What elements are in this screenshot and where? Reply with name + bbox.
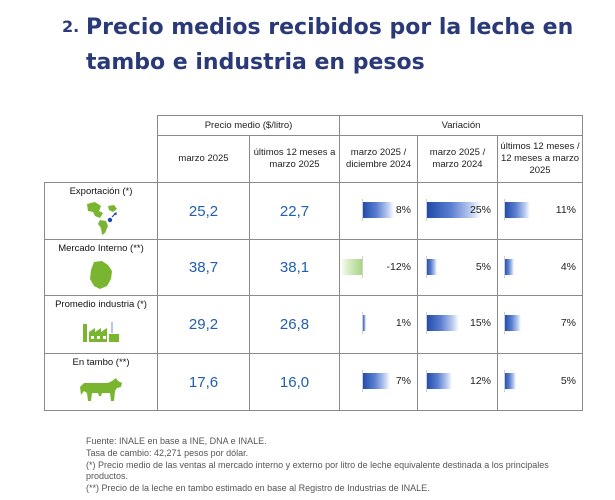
variation-value: 12% <box>470 375 492 387</box>
bar-zero-line <box>426 370 428 392</box>
header-precio-medio: Precio medio ($/litro) <box>156 115 341 136</box>
subheader-blank <box>45 136 158 183</box>
bar-zero-line <box>504 256 506 278</box>
value-ultimos-12: 26,8 <box>248 295 341 354</box>
value-ultimos-12: 38,1 <box>248 239 341 296</box>
var-cell-marzo: 12% <box>417 353 499 411</box>
variation-value: 8% <box>395 204 412 216</box>
variation-value: 4% <box>560 261 577 273</box>
variation-bar <box>340 259 362 275</box>
subheader-var-12-meses: últimos 12 meses / 12 meses a marzo 2025 <box>497 135 584 183</box>
variation-bar <box>362 315 367 331</box>
row-label-cell: Mercado Interno (**) <box>44 239 158 296</box>
variation-value: 5% <box>560 375 577 387</box>
variation-bar <box>504 315 521 331</box>
bar-zero-line <box>362 370 364 392</box>
var-cell-diciembre: 8% <box>339 182 419 240</box>
subheader-ultimos-12: últimos 12 meses a marzo 2025 <box>248 135 341 183</box>
bar-zero-line <box>426 199 428 221</box>
row-label-cell: Promedio industria (*) <box>44 295 158 354</box>
value-marzo-2025: 17,6 <box>157 353 250 411</box>
variation-value: 11% <box>555 204 577 216</box>
variation-value: 7% <box>395 375 412 387</box>
price-table: Precio medio ($/litro) Variación marzo 2… <box>44 115 584 411</box>
variation-bar <box>504 202 531 218</box>
bar-zero-line <box>426 312 428 334</box>
footnotes: Fuente: INALE en base a INE, DNA e INALE… <box>86 436 556 495</box>
row-label: Exportación (*) <box>69 186 133 197</box>
variation-value: 7% <box>560 317 577 329</box>
var-cell-marzo: 5% <box>417 239 499 296</box>
header-blank <box>45 116 158 136</box>
var-cell-diciembre: 7% <box>339 353 419 411</box>
var-cell-marzo: 25% <box>417 182 499 240</box>
var-cell-12-meses: 4% <box>497 239 584 296</box>
row-label-cell: Exportación (*) <box>44 182 158 240</box>
bar-zero-line <box>504 199 506 221</box>
bar-zero-line <box>504 370 506 392</box>
bar-zero-line <box>362 312 364 334</box>
bar-zero-line <box>504 312 506 334</box>
value-marzo-2025: 29,2 <box>157 295 250 354</box>
variation-bar <box>426 315 460 331</box>
variation-bar <box>426 373 453 389</box>
table-row: Exportación (*) 25,2 22,7 8% 25% 11% <box>44 182 584 240</box>
factory-icon <box>83 322 119 342</box>
row-label: En tambo (**) <box>72 357 130 368</box>
var-cell-12-meses: 5% <box>497 353 584 411</box>
subheader-var-diciembre: marzo 2025 / diciembre 2024 <box>339 135 419 183</box>
table-row: Mercado Interno (**) 38,7 38,1 -12% 5% 4… <box>44 239 584 296</box>
var-cell-12-meses: 7% <box>497 295 584 354</box>
header-variacion: Variación <box>339 115 584 136</box>
variation-value: -12% <box>386 261 412 273</box>
variation-value: 1% <box>395 317 412 329</box>
row-label: Promedio industria (*) <box>55 299 147 310</box>
variation-value: 5% <box>475 261 492 273</box>
footnote-tambo-price: (**) Precio de la leche en tambo estimad… <box>86 483 430 494</box>
row-label: Mercado Interno (**) <box>58 243 144 254</box>
bar-zero-line <box>362 199 364 221</box>
var-cell-diciembre: 1% <box>339 295 419 354</box>
variation-bar <box>362 202 395 218</box>
table-row: En tambo (**) 17,6 16,0 7% 12% 5% <box>44 353 584 411</box>
cow-icon <box>80 378 122 401</box>
var-cell-diciembre: -12% <box>339 239 419 296</box>
bar-zero-line <box>426 256 428 278</box>
variation-bar <box>504 259 514 275</box>
heading-number: 2. <box>62 17 80 36</box>
variation-value: 25% <box>470 204 492 216</box>
subheader-var-marzo: marzo 2025 / marzo 2024 <box>417 135 499 183</box>
value-ultimos-12: 16,0 <box>248 353 341 411</box>
variation-value: 15% <box>470 317 492 329</box>
footnote-exchange-rate: Tasa de cambio: 42,271 pesos por dólar. <box>86 447 249 458</box>
footnote-source: Fuente: INALE en base a INE, DNA e INALE… <box>86 436 267 446</box>
table-row: Promedio industria (*) 29,2 26,8 1% 15% … <box>44 295 584 354</box>
value-marzo-2025: 38,7 <box>157 239 250 296</box>
value-ultimos-12: 22,7 <box>248 182 341 240</box>
uruguay-map-icon <box>90 261 112 289</box>
variation-bar <box>426 202 482 218</box>
subheader-marzo-2025: marzo 2025 <box>157 135 250 183</box>
row-label-cell: En tambo (**) <box>44 353 158 411</box>
bar-zero-line <box>362 256 364 278</box>
world-map-icon <box>87 202 117 235</box>
var-cell-12-meses: 11% <box>497 182 584 240</box>
value-marzo-2025: 25,2 <box>157 182 250 240</box>
var-cell-marzo: 15% <box>417 295 499 354</box>
variation-bar <box>426 259 438 275</box>
variation-bar <box>504 373 517 389</box>
page-title: Precio medios recibidos por la leche en … <box>86 15 574 75</box>
footnote-export-price: (*) Precio medio de las ventas al mercad… <box>86 459 549 482</box>
variation-bar <box>362 373 391 389</box>
